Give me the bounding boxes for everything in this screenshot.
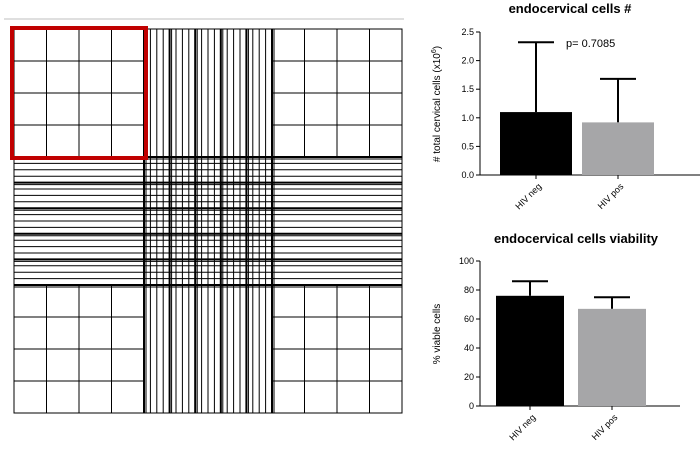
y-tick-label: 0 — [469, 401, 474, 411]
chart2-title: endocervical cells viability — [494, 231, 659, 246]
y-tick-label: 100 — [459, 256, 474, 266]
bar — [500, 112, 572, 175]
chart2-bars — [496, 280, 646, 406]
chart2-ticks: 0 20 40 60 80 100 — [459, 256, 613, 411]
chart1-ylabel: # total cervical cells (x106) — [431, 46, 443, 162]
y-tick-label: 0.5 — [461, 141, 474, 151]
y-tick-label: 2.5 — [461, 27, 474, 37]
cell-count-chart: endocervical cells # # total cervical ce… — [431, 1, 700, 211]
viability-chart: endocervical cells viability % viable ce… — [432, 231, 680, 442]
category-label: HIV pos — [596, 181, 626, 211]
y-tick-label: 2.0 — [461, 56, 474, 66]
bar — [578, 308, 646, 406]
hemocytometer-grid-icon — [10, 26, 403, 414]
p-value-annotation: p= 0.7085 — [566, 38, 615, 50]
chart1-categories: HIV neg HIV pos — [513, 181, 625, 211]
y-tick-label: 40 — [464, 343, 474, 353]
category-label: HIV neg — [513, 181, 543, 211]
chart1-bars — [500, 41, 654, 175]
chart1-title: endocervical cells # — [509, 1, 633, 16]
bar — [496, 295, 564, 406]
chart2-ylabel: % viable cells — [432, 304, 443, 365]
y-tick-label: 1.0 — [461, 113, 474, 123]
highlight-box — [10, 26, 148, 160]
bar — [582, 122, 654, 175]
category-label: HIV neg — [507, 412, 537, 442]
chart2-categories: HIV neg HIV pos — [507, 412, 619, 442]
chart1-ticks: 0.0 0.5 1.0 1.5 2.0 2.5 — [461, 27, 619, 180]
y-tick-label: 0.0 — [461, 170, 474, 180]
y-tick-label: 60 — [464, 314, 474, 324]
chart1-ylabel-superscript: 6 — [431, 49, 438, 53]
y-tick-label: 80 — [464, 285, 474, 295]
y-tick-label: 20 — [464, 372, 474, 382]
y-tick-label: 1.5 — [461, 84, 474, 94]
category-label: HIV pos — [590, 412, 620, 442]
